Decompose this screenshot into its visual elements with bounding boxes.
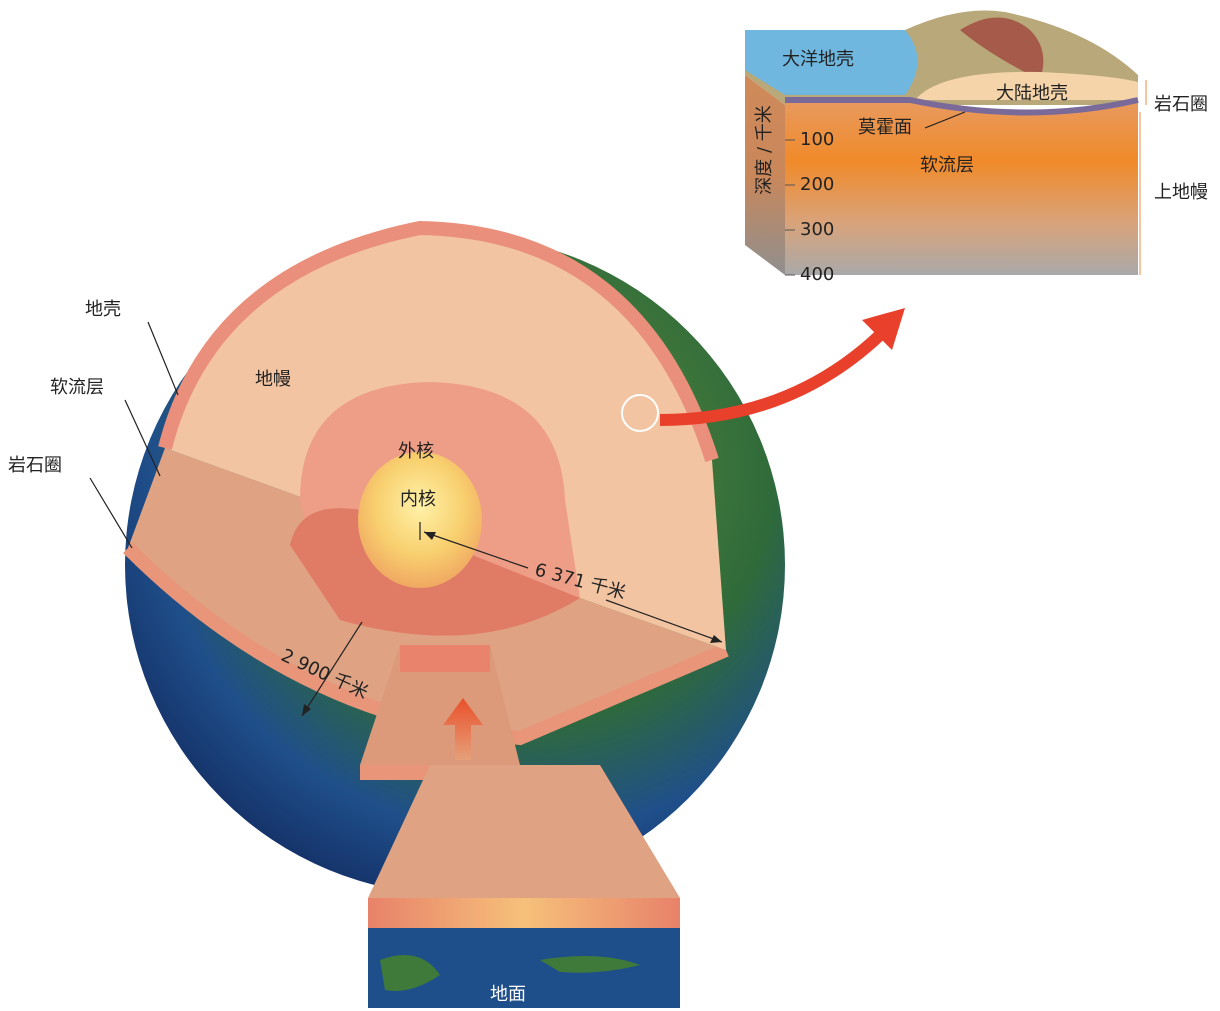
- wedge-channel: [360, 645, 520, 765]
- label-moho: 莫霍面: [858, 117, 912, 138]
- label-asthenosphere-inset: 软流层: [920, 155, 974, 176]
- crust-band: [158, 220, 719, 463]
- label-continental-crust: 大陆地壳: [996, 83, 1068, 104]
- depth-tick-label: 200: [800, 174, 834, 195]
- block-band: [368, 898, 680, 928]
- zoom-arrow-head: [862, 308, 905, 350]
- up-arrow: [443, 698, 483, 760]
- zoom-circle: [621, 394, 659, 432]
- leader: [147, 321, 179, 396]
- inset-moho-band: [785, 97, 1139, 116]
- leader: [89, 477, 133, 549]
- block-ground: [368, 928, 680, 1008]
- zoom-arrow: [659, 330, 885, 426]
- leader: [124, 399, 161, 477]
- label-ground: 地面: [490, 984, 526, 1005]
- inset-brackets: [1139, 80, 1147, 275]
- inner-core: [358, 452, 482, 588]
- radius-arrow: [423, 531, 723, 643]
- wedge-core: [400, 645, 490, 672]
- block-top: [368, 765, 680, 898]
- inset-side: [745, 75, 785, 275]
- leader: [924, 111, 966, 129]
- inset-front: [785, 100, 1138, 275]
- label-inner-core: 内核: [400, 489, 436, 510]
- depth-tick-label: 100: [800, 129, 834, 150]
- label-outer-core: 外核: [398, 441, 434, 462]
- inset-ocean: [745, 30, 918, 95]
- depth-arrow: [301, 621, 363, 717]
- depth-tick-label: 400: [800, 264, 834, 285]
- label-depth-axis: 深度 / 千米: [754, 105, 775, 195]
- label-mantle: 地幔: [255, 369, 291, 390]
- inset-mountain: [960, 17, 1044, 80]
- label-upper-mantle: 上地幔: [1154, 182, 1208, 203]
- label-crust: 地壳: [85, 299, 121, 320]
- label-oceanic-crust: 大洋地壳: [782, 49, 854, 70]
- arrow-tip: [302, 704, 311, 716]
- depth-ticks: 100 200 300 400: [785, 129, 834, 285]
- depth-tick-label: 300: [800, 219, 834, 240]
- label-lithosphere-inset: 岩石圈: [1154, 94, 1208, 115]
- label-asthenosphere: 软流层: [50, 377, 104, 398]
- inset-continent: [915, 71, 1138, 100]
- block-land: [380, 955, 640, 991]
- label-lithosphere: 岩石圈: [8, 455, 62, 476]
